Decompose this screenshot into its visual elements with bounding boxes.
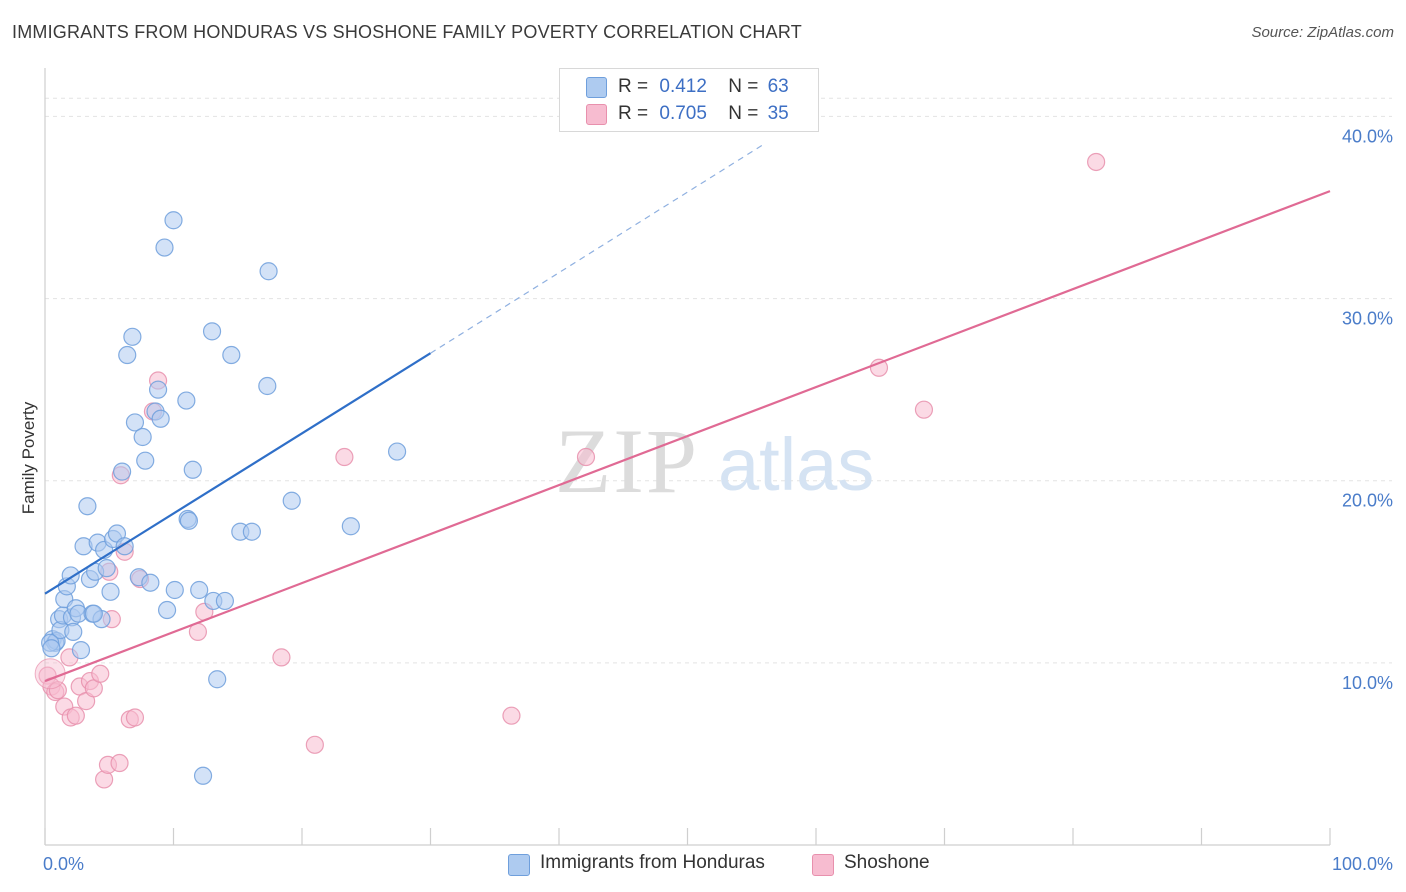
honduras-point-44 [177, 391, 196, 410]
legend-r-value: 0.705 [659, 103, 707, 124]
shoshone-point-30 [576, 447, 596, 467]
gridlines [45, 97, 1392, 664]
x-tick-label-0: 0.0% [43, 854, 84, 874]
honduras-point-23 [101, 582, 120, 601]
shoshone-trend-line [44, 190, 1331, 683]
honduras-point-58 [341, 517, 360, 536]
legend-r-label: R = [618, 76, 649, 97]
honduras-point-39 [155, 238, 174, 257]
honduras-point-26 [112, 462, 132, 481]
legend-n-value: 35 [767, 103, 789, 124]
honduras-point-55 [258, 376, 277, 396]
shoshone-cluster-point [34, 658, 66, 690]
trend-lines [44, 143, 1331, 683]
honduras-point-54 [242, 522, 261, 541]
shoshone-point-20 [125, 708, 145, 727]
honduras-point-38 [157, 600, 177, 620]
legend-swatch-pink [586, 104, 607, 125]
honduras-point-48 [202, 322, 222, 341]
shoshone-point-33 [1087, 152, 1106, 172]
data-points [34, 152, 1106, 789]
shoshone-point-12 [91, 664, 110, 683]
honduras-point-32 [133, 427, 152, 447]
shoshone-point-29 [502, 706, 521, 725]
honduras-point-61 [42, 639, 61, 658]
bottom-legend-honduras: Immigrants from Honduras [540, 852, 765, 873]
y-tick-label-2: 30.0% [1342, 309, 1393, 329]
bottom-legend-shoshone: Shoshone [844, 852, 930, 873]
legend-row-shoshone: R = 0.705 N = 35 [618, 103, 789, 127]
x-tick-label-1: 100.0% [1332, 854, 1393, 874]
chart-title: IMMIGRANTS FROM HONDURAS VS SHOSHONE FAM… [12, 22, 802, 42]
honduras-point-30 [125, 413, 145, 432]
bottom-legend-swatch-blue [508, 854, 530, 876]
honduras-point-15 [78, 497, 97, 516]
honduras-point-28 [118, 345, 137, 365]
axes [44, 68, 1331, 846]
bottom-legend-swatch-pink [812, 854, 834, 876]
watermark: ZIP atlas [555, 410, 874, 512]
honduras-point-33 [136, 451, 155, 470]
watermark-zip: ZIP [555, 410, 699, 512]
shoshone-point-26 [272, 648, 291, 667]
shoshone-point-16 [110, 753, 129, 773]
honduras-point-62 [84, 604, 103, 623]
shoshone-point-7 [66, 706, 85, 725]
legend-n-label: N = [728, 103, 759, 124]
y-axis-label: Family Poverty [19, 401, 38, 514]
stats-legend: R = 0.412 N = 63 R = 0.705 N = 35 [559, 68, 819, 132]
source-label: Source: ZipAtlas.com [1251, 24, 1394, 41]
honduras-point-51 [215, 591, 234, 611]
y-tick-label-3: 40.0% [1342, 126, 1393, 146]
honduras-trend-extension [430, 143, 765, 354]
legend-swatch-blue [586, 77, 607, 98]
shoshone-point-27 [305, 735, 324, 754]
honduras-point-57 [282, 491, 301, 510]
honduras-point-34 [141, 573, 160, 592]
y-tick-label-0: 10.0% [1342, 673, 1393, 693]
honduras-point-13 [71, 641, 91, 660]
honduras-trend-line [44, 352, 432, 595]
legend-r-value: 0.412 [659, 76, 707, 97]
legend-row-honduras: R = 0.412 N = 63 [618, 76, 789, 100]
y-tick-label-1: 20.0% [1342, 491, 1393, 511]
honduras-point-56 [259, 262, 278, 281]
honduras-point-59 [387, 442, 407, 461]
honduras-point-40 [164, 211, 183, 230]
watermark-atlas: atlas [718, 423, 874, 506]
honduras-point-10 [64, 622, 83, 641]
honduras-point-46 [190, 580, 209, 600]
legend-n-label: N = [728, 76, 759, 97]
shoshone-point-3 [48, 681, 67, 700]
legend-r-label: R = [618, 103, 649, 124]
shoshone-point-32 [914, 400, 934, 419]
honduras-point-29 [123, 327, 142, 346]
honduras-point-36 [148, 380, 168, 399]
legend-n-value: 63 [767, 76, 789, 97]
shoshone-point-28 [335, 447, 354, 467]
honduras-point-37 [151, 409, 170, 428]
honduras-point-45 [183, 460, 202, 479]
tick-labels: 10.0% 20.0% 30.0% 40.0% 0.0% 100.0% [43, 126, 1393, 874]
honduras-point-41 [165, 580, 184, 600]
honduras-point-43 [179, 511, 199, 530]
honduras-point-52 [222, 345, 241, 365]
honduras-point-22 [97, 559, 116, 578]
honduras-point-47 [193, 766, 213, 785]
honduras-point-50 [208, 670, 227, 689]
